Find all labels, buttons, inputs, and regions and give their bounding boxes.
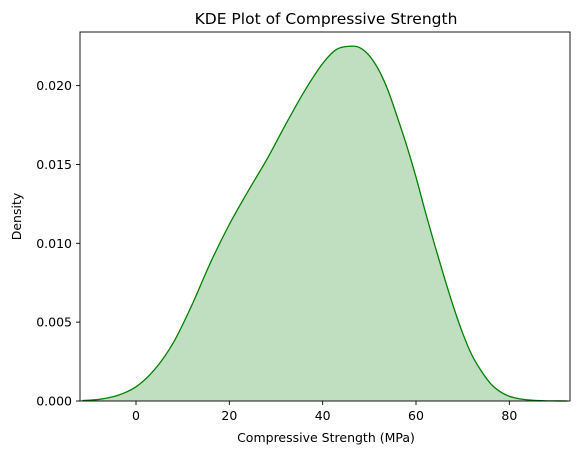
x-tick-label: 80 [501, 408, 517, 423]
chart-title: KDE Plot of Compressive Strength [195, 10, 458, 28]
x-tick-label: 40 [315, 408, 331, 423]
y-tick-label: 0.020 [36, 78, 72, 93]
x-axis-label: Compressive Strength (MPa) [237, 430, 415, 445]
density-area [82, 46, 568, 402]
plot-frame [79, 31, 571, 402]
y-axis-ticks: 0.000 0.005 0.010 0.015 0.020 [36, 78, 80, 409]
y-tick-label: 0.015 [36, 157, 72, 172]
density-line [82, 45, 568, 402]
x-tick-label: 0 [132, 408, 140, 423]
y-tick-label: 0.000 [36, 394, 72, 409]
x-tick-label: 20 [221, 408, 237, 423]
x-tick-label: 60 [408, 408, 424, 423]
y-tick-label: 0.005 [36, 315, 72, 330]
x-axis-ticks: 0 20 40 60 80 [132, 401, 517, 423]
y-tick-label: 0.010 [36, 236, 72, 251]
y-axis-label: Density [9, 192, 24, 240]
